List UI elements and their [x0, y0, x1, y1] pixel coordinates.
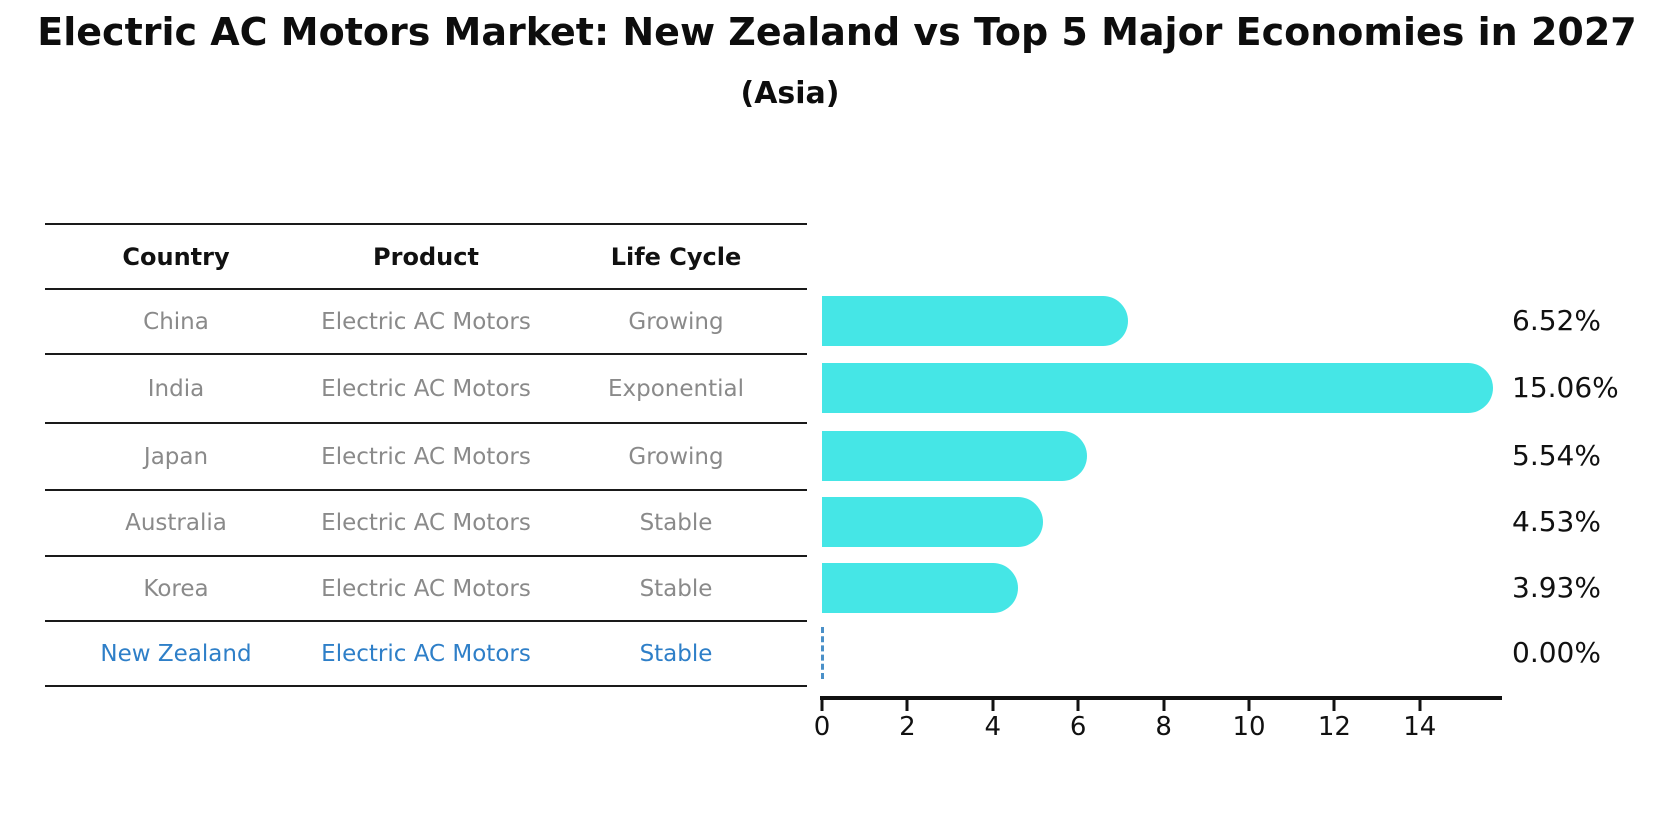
- x-axis-tick-label: 2: [899, 712, 916, 742]
- x-axis-tick: [1076, 700, 1080, 711]
- column-header-product: Product: [373, 242, 479, 271]
- table-separator-line: [45, 555, 807, 557]
- table-separator-line: [45, 353, 807, 355]
- cell-life-cycle: Growing: [628, 443, 724, 470]
- x-axis-tick-label: 12: [1317, 712, 1351, 742]
- cell-country: Japan: [143, 443, 209, 470]
- table-row: New Zealand Electric AC Motors Stable: [45, 622, 807, 685]
- x-axis-tick: [1332, 700, 1336, 711]
- bar-value-label: 0.00%: [1512, 635, 1601, 669]
- table-separator-line: [45, 422, 807, 424]
- x-axis-tick: [1247, 700, 1251, 711]
- x-axis-tick-label: 6: [1069, 712, 1087, 742]
- bar-japan: [822, 430, 1087, 481]
- cell-life-cycle: Stable: [639, 510, 713, 536]
- x-axis-tick: [1418, 700, 1422, 711]
- bar-china: [822, 295, 1129, 346]
- cell-country: China: [143, 308, 209, 335]
- cell-country: India: [147, 375, 205, 402]
- cell-product: Electric AC Motors: [321, 640, 531, 667]
- table-row: India Electric AC Motors Exponential: [45, 355, 807, 422]
- table-row: Australia Electric AC Motors Stable: [45, 491, 807, 555]
- x-axis-tick-label: 4: [984, 712, 1002, 742]
- table-row: China Electric AC Motors Growing: [45, 290, 807, 353]
- table-row: Korea Electric AC Motors Stable: [45, 557, 807, 620]
- bar-value-label: 6.52%: [1512, 303, 1601, 337]
- x-axis-tick-label: 10: [1232, 712, 1266, 742]
- cell-product: Electric AC Motors: [321, 443, 531, 470]
- bar-australia: [822, 497, 1044, 547]
- zero-value-dashed-marker: [820, 626, 824, 679]
- table-header-row: Country Product Life Cycle: [45, 225, 807, 288]
- x-axis-tick: [820, 700, 824, 711]
- cell-product: Electric AC Motors: [321, 510, 531, 536]
- x-axis-tick-label: 0: [813, 712, 831, 742]
- cell-life-cycle: Stable: [639, 575, 713, 602]
- table-separator-line: [45, 223, 807, 225]
- country-table: Country Product Life Cycle China Electric…: [45, 223, 807, 687]
- chart-title: Electric AC Motors Market: New Zealand v…: [37, 10, 1637, 54]
- table-separator-line: [45, 620, 807, 622]
- bar-value-label: 5.54%: [1512, 438, 1601, 472]
- cell-life-cycle: Stable: [639, 640, 713, 667]
- table-row: Japan Electric AC Motors Growing: [45, 424, 807, 489]
- cell-product: Electric AC Motors: [321, 575, 531, 602]
- table-separator-line: [45, 489, 807, 491]
- table-separator-line: [45, 685, 807, 687]
- x-axis-line: [820, 696, 1502, 700]
- cell-country: Australia: [125, 510, 227, 536]
- bar-value-label: 15.06%: [1512, 370, 1619, 404]
- x-axis-tick: [991, 700, 995, 711]
- bar-korea: [822, 562, 1018, 613]
- cell-country: Korea: [143, 575, 209, 602]
- column-header-country: Country: [122, 242, 230, 271]
- bar-india: [822, 362, 1494, 413]
- cell-product: Electric AC Motors: [321, 308, 531, 335]
- x-axis-tick: [1162, 700, 1166, 711]
- chart-subtitle: (Asia): [740, 76, 840, 111]
- bar-value-label: 3.93%: [1512, 570, 1601, 604]
- column-header-life-cycle: Life Cycle: [610, 242, 742, 271]
- x-axis-tick-label: 14: [1403, 712, 1437, 742]
- bar-value-label: 4.53%: [1512, 505, 1601, 538]
- cell-life-cycle: Growing: [628, 308, 724, 335]
- x-axis-tick-label: 8: [1155, 712, 1172, 742]
- cell-life-cycle: Exponential: [607, 375, 744, 402]
- cell-product: Electric AC Motors: [321, 375, 531, 402]
- cell-country: New Zealand: [100, 640, 252, 667]
- x-axis-tick: [905, 700, 909, 711]
- table-separator-line: [45, 288, 807, 290]
